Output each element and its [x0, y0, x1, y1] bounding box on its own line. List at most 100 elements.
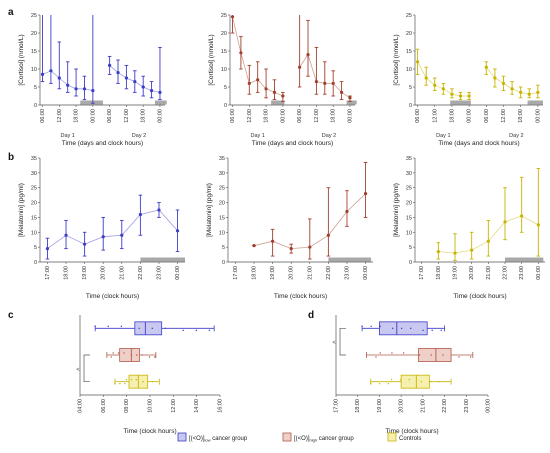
x-tick-label: 00:00 — [486, 399, 492, 413]
x-tick-label: 18:00 — [436, 266, 442, 280]
x-tick-label: 23:00 — [464, 399, 470, 413]
data-point — [64, 233, 68, 237]
y-tick-label: 35 — [406, 156, 412, 162]
individual-point — [387, 382, 390, 385]
y-tick-label: 20 — [406, 201, 412, 207]
y-tick-label: 10 — [221, 67, 227, 73]
box — [119, 348, 140, 362]
individual-point — [147, 380, 149, 383]
individual-point — [399, 378, 402, 381]
sleep-bar — [140, 257, 185, 262]
y-tick-label: 20 — [406, 31, 412, 37]
x-axis-title: Time (days and clock hours) — [252, 140, 333, 147]
x-tick-label: 23:00 — [519, 266, 525, 280]
y-tick-label: 5 — [222, 245, 225, 251]
data-point — [101, 235, 105, 239]
y-axis-title: [Cortisol] (nmol/L) — [393, 34, 400, 85]
data-point — [433, 83, 437, 87]
x-tick-label: 00:00 — [347, 109, 353, 123]
individual-point — [154, 356, 156, 358]
data-point — [133, 80, 137, 84]
data-point — [157, 208, 161, 212]
x-tick-label: 18:00 — [64, 266, 70, 280]
x-tick-label: 06:00 — [40, 109, 46, 123]
individual-point — [418, 354, 421, 356]
individual-point — [148, 356, 151, 358]
y-tick-label: 20 — [31, 31, 37, 37]
x-tick-label: 20:00 — [289, 266, 295, 280]
y-tick-label: 5 — [224, 85, 227, 91]
individual-point — [379, 352, 381, 354]
data-point — [339, 90, 344, 94]
data-point — [527, 92, 531, 96]
data-point — [348, 96, 352, 100]
y-tick-label: 15 — [31, 215, 37, 221]
data-point — [450, 92, 454, 96]
x-tick-label: 00:00 — [535, 109, 541, 123]
data-point — [149, 89, 154, 93]
y-tick-label: 20 — [219, 201, 225, 207]
legend-swatch-low — [177, 432, 187, 442]
chart-a3: 0 5 10 15 20 25 06:00 12:00 18:00 00:00 06:00 12:00… — [393, 13, 543, 147]
data-point — [415, 60, 420, 64]
data-point — [256, 78, 260, 82]
individual-point — [94, 325, 96, 328]
data-point — [247, 81, 251, 85]
individual-point — [182, 329, 184, 332]
individual-point — [370, 325, 372, 328]
individual-point — [431, 329, 433, 332]
individual-point — [123, 352, 125, 354]
data-point — [484, 65, 488, 69]
chart-d: 17:00 18:00 19:00 20:00 21:00 22:00 23:00 00:00… — [332, 315, 492, 435]
x-axis-title: Time (clock hours) — [123, 428, 176, 435]
data-point — [458, 94, 463, 98]
data-point — [289, 247, 293, 251]
y-tick-label: 15 — [221, 49, 227, 55]
individual-point — [458, 356, 460, 358]
significance-mark: < — [76, 367, 79, 373]
y-tick-label: 25 — [219, 186, 225, 192]
data-point — [536, 223, 540, 227]
y-tick-label: 5 — [409, 85, 412, 91]
x-tick-label: 00:00 — [363, 266, 369, 280]
box — [379, 321, 428, 336]
day-label: Day 1 — [250, 133, 264, 139]
individual-point — [422, 329, 424, 332]
x-tick-label: 21:00 — [119, 266, 125, 280]
data-point — [519, 90, 523, 94]
individual-point — [142, 380, 144, 383]
x-tick-label: 12:00 — [57, 109, 63, 123]
data-point — [230, 15, 235, 19]
data-point — [503, 220, 507, 224]
x-tick-label: 06:00 — [415, 109, 421, 123]
y-tick-label: 5 — [34, 85, 37, 91]
data-point — [120, 233, 124, 237]
x-tick-label: 22:00 — [138, 266, 144, 280]
x-tick-label: 18:00 — [252, 266, 258, 280]
y-tick-label: 0 — [409, 103, 412, 109]
significance-bracket — [339, 327, 346, 356]
data-point — [116, 71, 120, 75]
x-tick-label: 18:00 — [331, 109, 337, 123]
sleep-bar — [328, 257, 372, 262]
y-tick-label: 15 — [406, 49, 412, 55]
panel-label-c: c — [8, 310, 14, 321]
x-tick-label: 20:00 — [101, 266, 107, 280]
data-point — [363, 192, 368, 196]
box — [400, 374, 430, 389]
x-tick-label: 00:00 — [90, 109, 96, 123]
data-point — [436, 250, 440, 254]
legend-item-high: [(<O)]high cancer group — [282, 432, 354, 443]
individual-point — [400, 327, 403, 330]
x-tick-label: 20:00 — [469, 266, 475, 280]
individual-point — [114, 382, 116, 385]
x-tick-label: 06:00 — [101, 399, 107, 413]
data-point — [510, 87, 514, 91]
x-tick-label: 18:00 — [141, 109, 147, 123]
x-axis-title: Time (clock hours) — [274, 293, 327, 300]
x-tick-label: 00:00 — [467, 109, 473, 123]
y-tick-label: 20 — [31, 201, 37, 207]
individual-point — [138, 327, 140, 330]
y-tick-label: 25 — [31, 186, 37, 192]
y-tick-label: 25 — [406, 13, 412, 19]
